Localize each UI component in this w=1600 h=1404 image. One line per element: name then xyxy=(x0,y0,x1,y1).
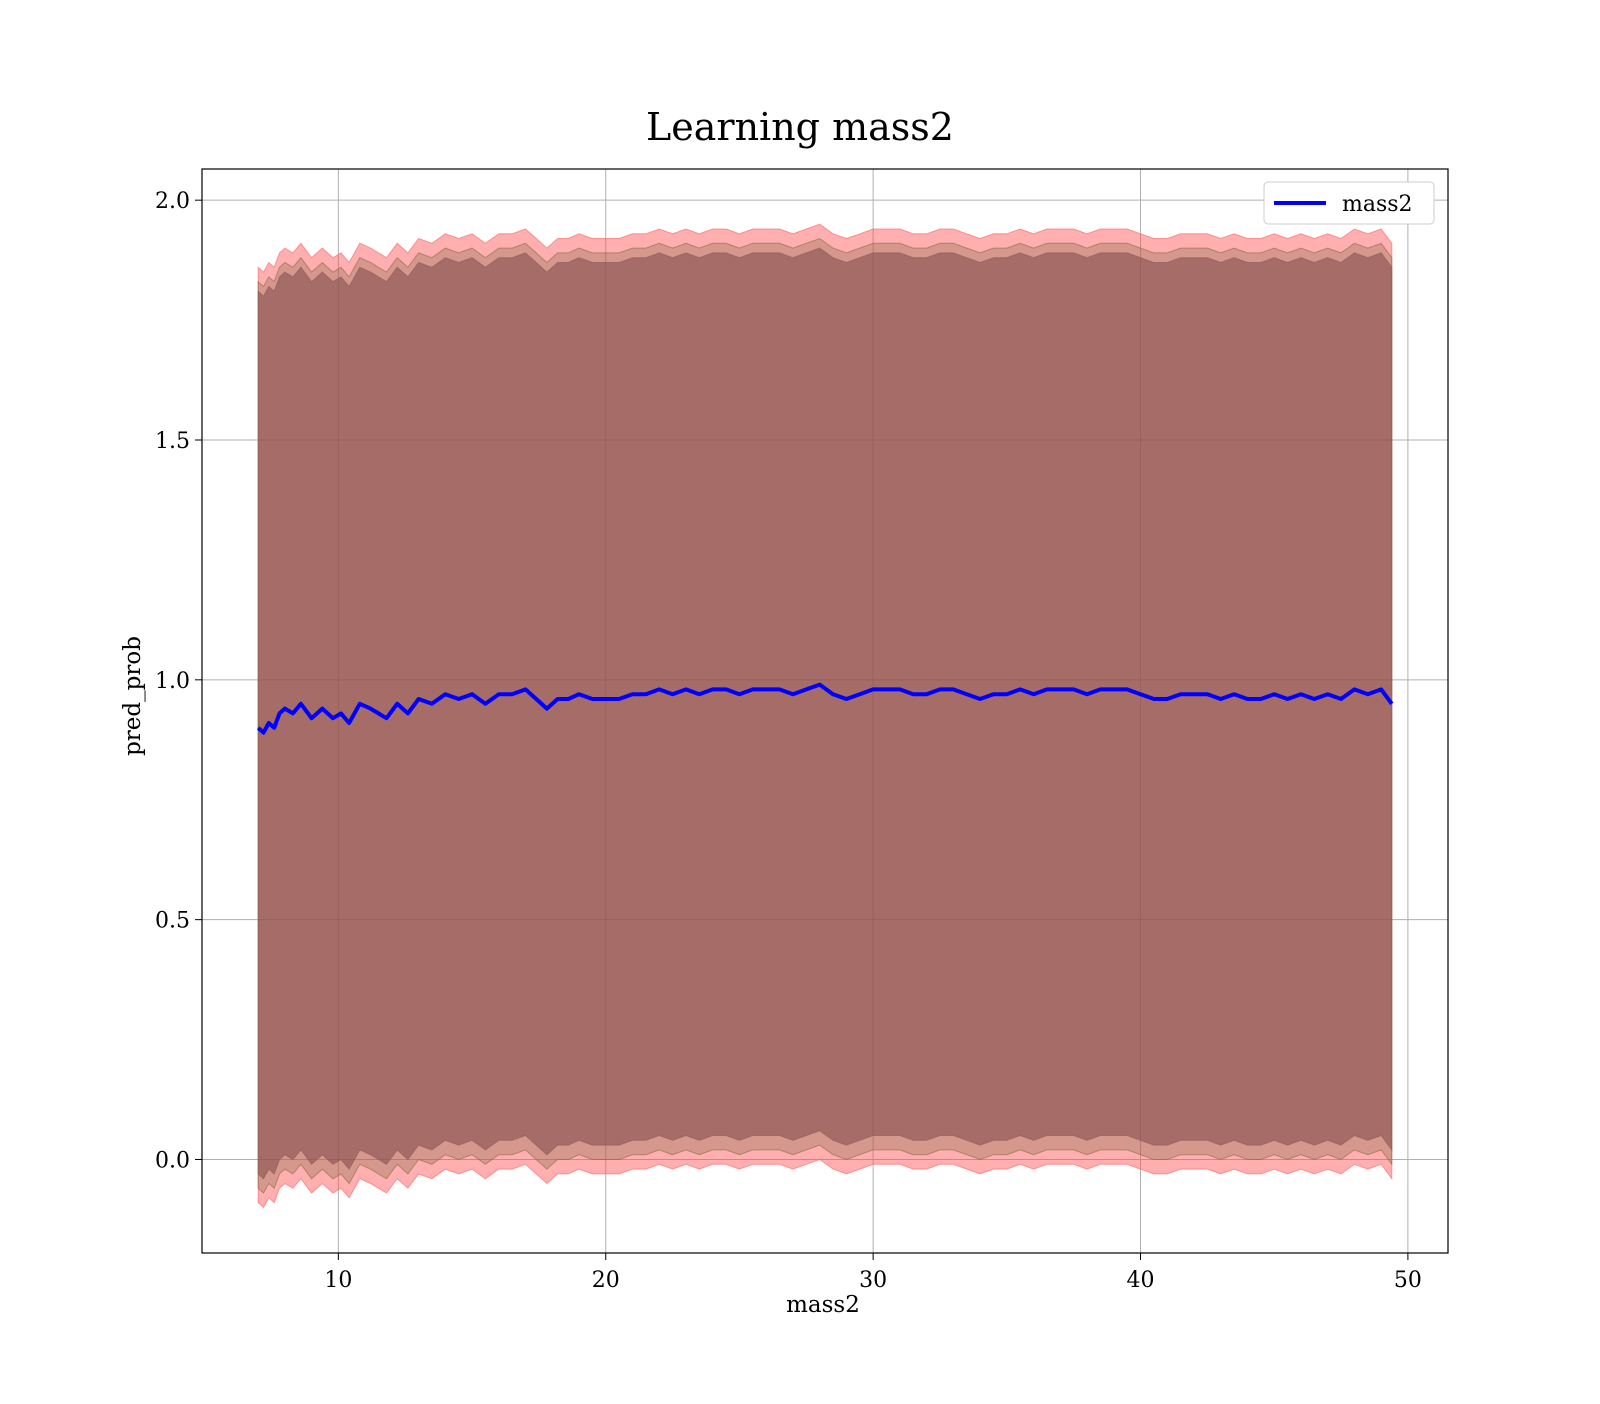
x-tick-label-3: 40 xyxy=(1127,1268,1155,1293)
plot-area: 10 20 30 40 50 0.0 0.5 1.0 1.5 2.0 xyxy=(155,168,1449,1293)
x-tick-label-4: 50 xyxy=(1394,1268,1422,1293)
x-tick-label-0: 10 xyxy=(324,1268,352,1293)
plot-frame xyxy=(201,168,1449,1254)
x-axis-label: mass2 xyxy=(786,1292,860,1318)
x-tick-label-1: 20 xyxy=(592,1268,620,1293)
legend: mass2 xyxy=(1263,181,1435,225)
y-tick-label-2: 1.0 xyxy=(155,669,190,694)
y-tick-label-0: 0.0 xyxy=(155,1148,190,1173)
y-axis-label: pred_prob xyxy=(120,636,146,756)
uncertainty-band-2 xyxy=(257,237,1393,1194)
legend-label: mass2 xyxy=(1342,192,1413,217)
x-tick-label-2: 30 xyxy=(859,1268,887,1293)
y-tick-label-4: 2.0 xyxy=(155,189,190,214)
y-tick-label-1: 0.5 xyxy=(155,909,190,934)
y-tick-label-3: 1.5 xyxy=(155,429,190,454)
legend-box xyxy=(1263,181,1435,225)
series-line-mass2 xyxy=(256,682,1394,735)
chart-title: Learning mass2 xyxy=(646,105,954,149)
